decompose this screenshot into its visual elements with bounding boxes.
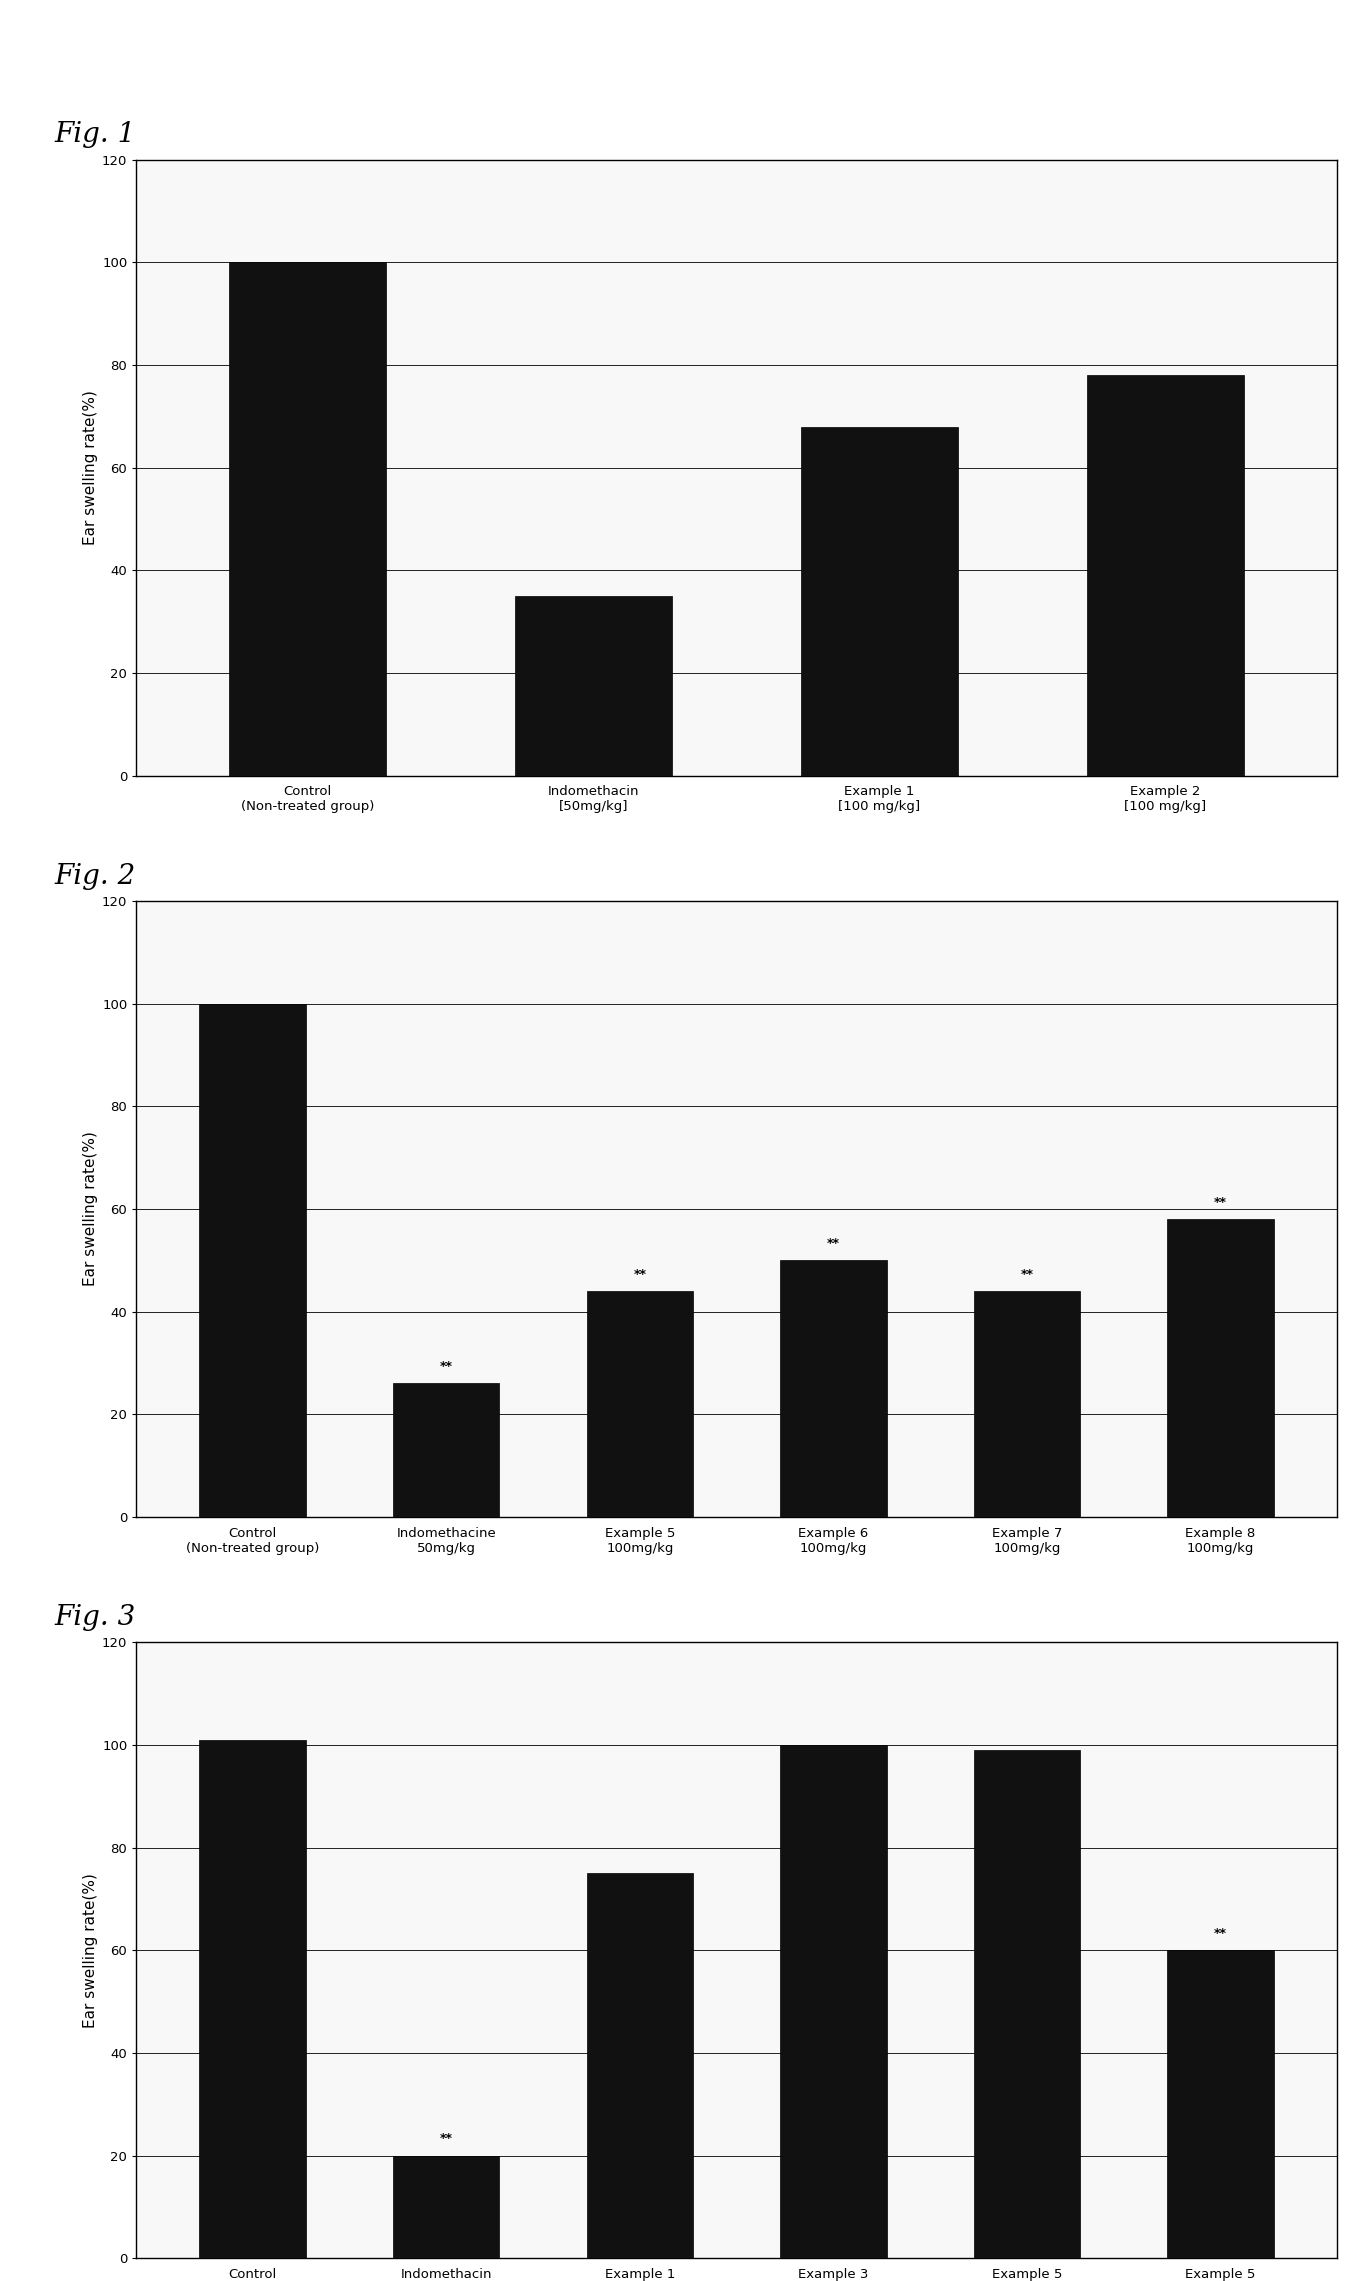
Text: **: ** (1020, 1268, 1034, 1280)
Bar (393, 1382, 499, 1517)
Text: **: ** (633, 1268, 647, 1280)
Bar (974, 1291, 1080, 1517)
Text: Fig. 1: Fig. 1 (55, 121, 136, 148)
Bar (587, 1873, 693, 2258)
Text: Fig. 2: Fig. 2 (55, 862, 136, 890)
Bar (393, 2156, 499, 2258)
Bar (1168, 1950, 1274, 2258)
Bar (516, 595, 672, 776)
Bar (1168, 1218, 1274, 1517)
Text: Fig. 3: Fig. 3 (55, 1604, 136, 1631)
Bar (199, 1740, 306, 2258)
Y-axis label: Ear swelling rate(%): Ear swelling rate(%) (83, 1873, 98, 2028)
Bar (199, 1004, 306, 1517)
Bar (780, 1745, 887, 2258)
Bar (229, 262, 386, 776)
Y-axis label: Ear swelling rate(%): Ear swelling rate(%) (83, 390, 98, 545)
Text: **: ** (439, 2133, 453, 2144)
Y-axis label: Ear swelling rate(%): Ear swelling rate(%) (83, 1131, 98, 1286)
Text: **: ** (439, 1359, 453, 1373)
Bar (801, 427, 958, 776)
Text: **: ** (1214, 1195, 1228, 1209)
Bar (780, 1259, 887, 1517)
Bar (974, 1750, 1080, 2258)
Bar (587, 1291, 693, 1517)
Text: **: ** (1214, 1927, 1228, 1939)
Bar (1087, 374, 1244, 776)
Text: **: ** (827, 1236, 840, 1250)
